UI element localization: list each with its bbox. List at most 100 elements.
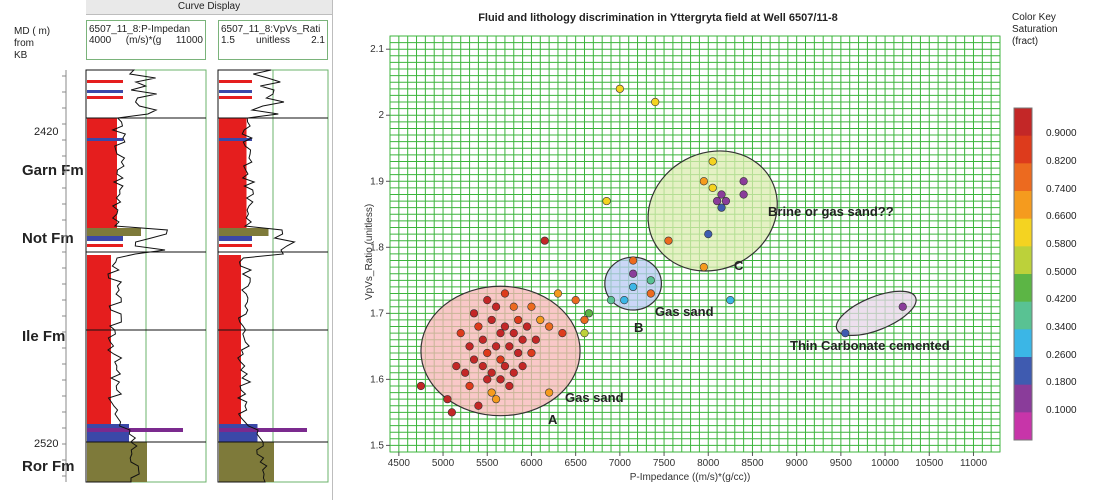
color-key-label: 0.5800 <box>1046 238 1077 250</box>
data-point <box>545 388 554 397</box>
data-point <box>483 348 492 358</box>
color-key-title-line: (fract) <box>1012 36 1039 47</box>
color-key-title-line: Color Key <box>1012 12 1056 23</box>
data-point <box>514 315 523 325</box>
lithology-fill <box>219 244 252 247</box>
track1-min: 4000 <box>89 35 112 46</box>
data-point <box>518 335 527 344</box>
data-point <box>500 362 510 371</box>
data-point <box>571 296 580 305</box>
data-point <box>469 309 479 318</box>
x-tick-label: 6500 <box>565 458 588 469</box>
data-point <box>474 322 483 331</box>
color-key-swatch <box>1014 163 1032 192</box>
color-key-swatch <box>1014 329 1032 358</box>
x-tick-label: 5000 <box>432 458 455 469</box>
lithology-fill <box>219 138 252 141</box>
data-point <box>841 329 850 338</box>
color-key-swatch <box>1014 246 1032 275</box>
data-point <box>708 183 717 192</box>
x-tick-label: 10000 <box>871 458 899 469</box>
data-point <box>699 263 708 272</box>
data-point <box>518 362 527 371</box>
color-key-title-line: Saturation <box>1012 24 1058 35</box>
color-key-swatch <box>1014 135 1032 164</box>
y-tick-label: 1.6 <box>370 374 384 385</box>
data-point <box>478 362 487 371</box>
data-point <box>739 190 748 199</box>
data-point <box>447 408 456 417</box>
data-point <box>553 289 563 298</box>
lithology-fill <box>87 118 117 230</box>
lithology-fill <box>87 244 123 247</box>
color-key-label: 0.1000 <box>1046 404 1077 416</box>
data-point <box>664 236 673 245</box>
data-point <box>496 375 505 384</box>
lithology-fill <box>219 255 241 425</box>
md-header-line: from <box>14 38 34 49</box>
data-point <box>496 355 505 364</box>
formation-label: Ile Fm <box>22 328 66 345</box>
color-key-swatch <box>1014 301 1032 330</box>
x-tick-label: 6000 <box>520 458 543 469</box>
data-point <box>708 157 717 166</box>
data-point <box>491 395 501 404</box>
data-point <box>629 269 638 278</box>
lithology-fill <box>219 428 307 432</box>
data-point <box>629 282 638 292</box>
data-point <box>602 196 611 206</box>
color-key-label: 0.3400 <box>1046 321 1077 333</box>
lithology-fill <box>87 90 123 93</box>
formation-label: Ror Fm <box>22 458 75 475</box>
depth-label: 2420 <box>34 126 59 138</box>
data-point <box>536 315 545 325</box>
lithology-fill <box>219 236 252 241</box>
cluster-label: A <box>548 412 558 427</box>
log-curve <box>217 69 296 483</box>
data-point <box>483 375 492 384</box>
data-point <box>522 322 532 331</box>
log-tracks <box>62 69 329 483</box>
data-point <box>527 302 536 311</box>
lithology-fill <box>87 80 123 83</box>
data-point <box>606 296 616 305</box>
data-point <box>491 342 501 351</box>
color-key-swatch <box>1014 412 1032 441</box>
lithology-fill <box>219 90 252 93</box>
md-header-line: MD ( m) <box>14 26 51 37</box>
color-key-title: Color Key Saturation (fract) <box>1012 12 1058 48</box>
data-point <box>540 236 549 245</box>
lithology-fill <box>219 118 247 230</box>
y-tick-label: 1.5 <box>370 440 384 451</box>
data-point <box>558 329 567 338</box>
data-point <box>505 342 514 351</box>
track1-header[interactable]: 6507_11_8:P-Impedan 4000 (m/s)*(g 11000 <box>86 20 206 60</box>
data-point <box>461 368 470 377</box>
lithology-fill <box>87 236 123 241</box>
color-key-swatch <box>1014 108 1032 137</box>
data-point <box>487 388 496 397</box>
data-point <box>487 368 496 377</box>
track1-name: 6507_11_8:P-Impedan <box>89 24 191 35</box>
track2-header[interactable]: 6507_11_8:VpVs_Rati 1.5 unitless 2.1 <box>218 20 328 60</box>
x-tick-label: 8500 <box>741 458 764 469</box>
x-tick-label: 7500 <box>653 458 676 469</box>
color-key-label: 0.2600 <box>1046 349 1077 361</box>
x-tick-label: 10500 <box>915 458 943 469</box>
y-tick-label: 1.9 <box>370 176 384 187</box>
track1-max: 11000 <box>175 35 203 46</box>
data-point <box>580 315 589 325</box>
data-point <box>509 368 518 377</box>
track2-min: 1.5 <box>221 35 235 46</box>
x-tick-label: 8000 <box>697 458 720 469</box>
data-point <box>584 309 594 318</box>
data-point <box>491 302 501 311</box>
color-key-swatch <box>1014 357 1032 386</box>
cluster-note: Brine or gas sand?? <box>768 204 894 219</box>
y-tick-label: 1.8 <box>370 242 384 253</box>
data-point <box>452 362 461 371</box>
depth-label: 2520 <box>34 438 59 450</box>
color-key-swatch <box>1014 191 1032 220</box>
data-point <box>509 329 518 338</box>
y-tick-label: 2.1 <box>370 44 384 55</box>
